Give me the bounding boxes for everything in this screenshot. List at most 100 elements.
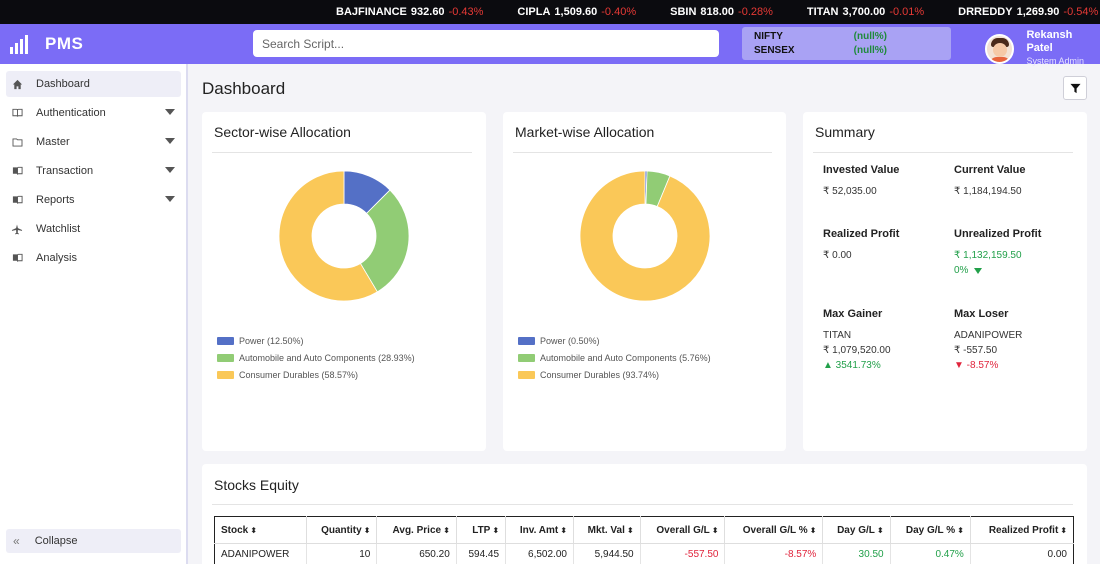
table-cell: -557.50 bbox=[639, 543, 726, 564]
chevron-down-icon bbox=[165, 196, 175, 202]
donut-slice[interactable] bbox=[579, 170, 711, 302]
book-icon bbox=[11, 107, 23, 119]
ticker-symbol: CIPLA bbox=[517, 6, 551, 18]
stock-ticker: BAJFINANCE 932.60 -0.43% CIPLA 1,509.60 -0.40… bbox=[0, 0, 1100, 24]
ticker-symbol: DRREDDY bbox=[958, 6, 1013, 18]
app-header: PMS NIFTY (null%) SENSEX (null%) Rekansh… bbox=[0, 24, 1100, 66]
legend-swatch bbox=[518, 370, 535, 379]
market-indices: NIFTY (null%) SENSEX (null%) bbox=[742, 27, 951, 60]
ticker-price: 932.60 bbox=[410, 6, 445, 18]
ticker-track: BAJFINANCE 932.60 -0.43% CIPLA 1,509.60 -0.40… bbox=[336, 6, 1100, 18]
legend-item[interactable]: Power (0.50%) bbox=[518, 332, 711, 349]
index-name: SENSEX bbox=[754, 45, 795, 56]
chevron-down-icon bbox=[165, 138, 175, 144]
column-header[interactable]: LTP ⬍ bbox=[455, 516, 507, 544]
max-gainer-block: Max Gainer TITAN ₹ 1,079,520.00 ▲ 3541.7… bbox=[823, 308, 953, 373]
ticker-item: TITAN 3,700.00 -0.01% bbox=[807, 6, 924, 18]
column-header-label: Quantity bbox=[321, 524, 362, 536]
sidebar-item-label: Reports bbox=[36, 194, 75, 206]
legend-item[interactable]: Automobile and Auto Components (5.76%) bbox=[518, 349, 711, 366]
column-header-label: Day G/L bbox=[837, 524, 875, 536]
legend-label: Power (0.50%) bbox=[540, 335, 600, 346]
filter-button[interactable] bbox=[1063, 76, 1087, 100]
divider bbox=[212, 504, 1073, 505]
user-role: System Admin bbox=[1026, 56, 1084, 66]
unrealized-label: Unrealized Profit bbox=[954, 228, 1042, 240]
table-cell: ADANIPOWER bbox=[214, 543, 307, 564]
column-header[interactable]: Quantity ⬍ bbox=[305, 516, 378, 544]
sidebar-item-label: Authentication bbox=[36, 107, 106, 119]
sidebar-item-authentication[interactable]: Authentication bbox=[6, 100, 181, 126]
app-logo[interactable]: PMS bbox=[9, 33, 83, 55]
column-header[interactable]: Realized Profit ⬍ bbox=[969, 516, 1075, 544]
sort-icon: ⬍ bbox=[1060, 525, 1067, 535]
table-cell: 0.47% bbox=[889, 543, 971, 564]
table-cell: -8.57% bbox=[724, 543, 824, 564]
search-input[interactable] bbox=[253, 30, 719, 57]
table-header-row: Stock ⬍ Quantity ⬍ Avg. Price ⬍ LTP ⬍ Inv. Amt ⬍ M… bbox=[214, 516, 1075, 544]
column-header[interactable]: Day G/L % ⬍ bbox=[889, 516, 971, 544]
legend-item[interactable]: Consumer Durables (93.74%) bbox=[518, 366, 711, 383]
sidebar-item-master[interactable]: Master bbox=[6, 129, 181, 155]
column-header[interactable]: Day G/L ⬍ bbox=[822, 516, 891, 544]
table-cell: 10 bbox=[305, 543, 378, 564]
column-header[interactable]: Mkt. Val ⬍ bbox=[572, 516, 641, 544]
sidebar-item-dashboard[interactable]: Dashboard bbox=[6, 71, 181, 97]
sort-icon: ⬍ bbox=[957, 525, 964, 535]
sidebar-item-analysis[interactable]: Analysis bbox=[6, 245, 181, 271]
legend-item[interactable]: Automobile and Auto Components (28.93%) bbox=[217, 349, 415, 366]
app-name: PMS bbox=[45, 34, 84, 53]
table-cell: 30.50 bbox=[822, 543, 891, 564]
legend-item[interactable]: Consumer Durables (58.57%) bbox=[217, 366, 415, 383]
column-header-label: Stock bbox=[221, 524, 249, 536]
ticker-item: BAJFINANCE 932.60 -0.43% bbox=[336, 6, 483, 18]
ticker-price: 818.00 bbox=[700, 6, 735, 18]
gainer-pct: ▲ 3541.73% bbox=[823, 360, 881, 371]
column-header[interactable]: Avg. Price ⬍ bbox=[376, 516, 457, 544]
invested-label: Invested Value bbox=[823, 164, 900, 176]
donut-slice[interactable] bbox=[278, 170, 378, 302]
legend-swatch bbox=[217, 336, 234, 345]
table-row[interactable]: ADANIPOWER 10 650.20 594.45 6,502.00 5,944.50… bbox=[214, 543, 1075, 564]
card-title: Stocks Equity bbox=[214, 477, 299, 493]
unrealized-pct: 0% bbox=[954, 265, 969, 276]
legend-label: Consumer Durables (93.74%) bbox=[540, 369, 660, 380]
column-header[interactable]: Overall G/L % ⬍ bbox=[724, 516, 824, 544]
book-icon bbox=[11, 194, 23, 206]
divider bbox=[212, 152, 472, 153]
sidebar-item-transaction[interactable]: Transaction bbox=[6, 158, 181, 184]
column-header[interactable]: Stock ⬍ bbox=[214, 516, 307, 544]
collapse-button[interactable]: « Collapse bbox=[6, 529, 181, 553]
legend-item[interactable]: Power (12.50%) bbox=[217, 332, 415, 349]
ticker-symbol: TITAN bbox=[806, 6, 839, 18]
table-body: ADANIPOWER 10 650.20 594.45 6,502.00 5,944.50… bbox=[214, 543, 1075, 564]
ticker-change: -0.28% bbox=[738, 6, 773, 18]
sort-icon: ⬍ bbox=[809, 525, 817, 535]
index-nifty: NIFTY (null%) bbox=[754, 30, 939, 44]
sidebar-item-reports[interactable]: Reports bbox=[6, 187, 181, 213]
market-chart-legend: Power (0.50%) Automobile and Auto Compone… bbox=[518, 332, 711, 383]
plane-icon bbox=[11, 223, 23, 235]
legend-swatch bbox=[217, 370, 234, 379]
column-header[interactable]: Overall G/L ⬍ bbox=[639, 516, 726, 544]
sidebar-item-watchlist[interactable]: Watchlist bbox=[6, 216, 181, 242]
loser-pct: ▼ -8.57% bbox=[954, 360, 999, 371]
card-title: Sector-wise Allocation bbox=[214, 124, 351, 140]
user-menu[interactable]: Rekansh Patel System Admin bbox=[985, 29, 1100, 68]
ticker-price: 3,700.00 bbox=[842, 6, 886, 18]
ticker-change: -0.43% bbox=[448, 6, 484, 18]
realized-value: ₹ 0.00 bbox=[823, 250, 852, 261]
sidebar-item-label: Master bbox=[36, 136, 70, 148]
table-cell: 650.20 bbox=[376, 543, 457, 564]
donut-slice[interactable] bbox=[359, 189, 410, 293]
column-header-label: Day G/L % bbox=[905, 524, 956, 536]
sort-icon: ⬍ bbox=[626, 525, 634, 535]
ticker-price: 1,509.60 bbox=[554, 6, 598, 18]
sidebar-item-label: Dashboard bbox=[36, 78, 90, 90]
current-label: Current Value bbox=[954, 164, 1026, 176]
column-header[interactable]: Inv. Amt ⬍ bbox=[505, 516, 574, 544]
max-loser-block: Max Loser ADANIPOWER ₹ -557.50 ▼ -8.57% bbox=[954, 308, 1084, 373]
card-title: Summary bbox=[815, 124, 875, 140]
index-value: (null%) bbox=[853, 31, 887, 42]
legend-label: Automobile and Auto Components (28.93%) bbox=[239, 352, 415, 363]
